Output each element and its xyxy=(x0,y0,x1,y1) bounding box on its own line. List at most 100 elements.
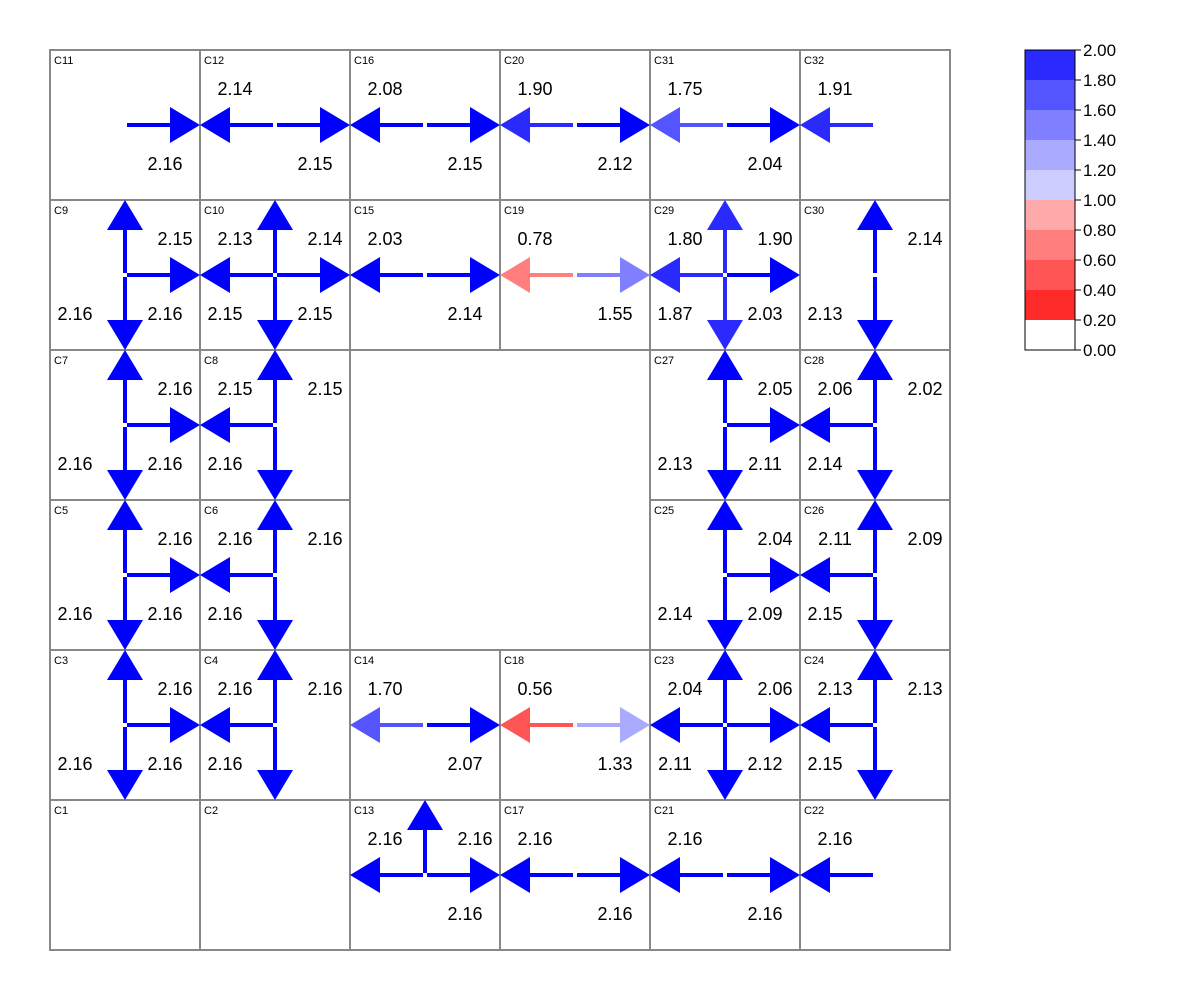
cell-id-label: C5 xyxy=(54,505,68,517)
flow-value-label: 0.78 xyxy=(517,229,552,249)
arrow-head xyxy=(107,350,143,380)
flow-arrow-C15-left xyxy=(350,257,423,293)
flow-arrow-C13-up xyxy=(407,800,443,873)
flow-arrow-C3-down xyxy=(107,727,143,800)
arrow-head xyxy=(107,650,143,680)
arrow-head xyxy=(200,107,230,143)
legend-tick-label: 1.80 xyxy=(1083,71,1116,90)
arrow-head xyxy=(470,107,500,143)
cell-C2 xyxy=(199,799,351,951)
flow-arrow-C8-left xyxy=(200,407,273,443)
flow-value-label: 2.16 xyxy=(57,604,92,624)
flow-value-label: 1.91 xyxy=(817,79,852,99)
arrow-head xyxy=(707,500,743,530)
flow-value-label: 2.16 xyxy=(307,529,342,549)
flow-arrow-C19-right xyxy=(577,257,650,293)
flow-value-label: 2.15 xyxy=(297,154,332,174)
flow-arrow-C21-left xyxy=(650,857,723,893)
flow-arrow-C12-left xyxy=(200,107,273,143)
flow-value-label: 2.13 xyxy=(217,229,252,249)
arrow-head xyxy=(257,200,293,230)
flow-arrow-C26-down xyxy=(857,577,893,650)
flow-arrow-C5-down xyxy=(107,577,143,650)
flow-value-label: 2.16 xyxy=(207,754,242,774)
flow-value-label: 2.16 xyxy=(147,454,182,474)
cell-id-label: C13 xyxy=(354,805,374,817)
flow-value-label: 1.87 xyxy=(657,304,692,324)
flow-arrow-C20-right xyxy=(577,107,650,143)
flow-value-label: 2.11 xyxy=(818,529,852,549)
arrow-head xyxy=(257,620,293,650)
arrow-head xyxy=(107,770,143,800)
flow-value-label: 2.14 xyxy=(307,229,342,249)
flow-arrow-C29-up xyxy=(707,200,743,273)
flow-value-label: 2.16 xyxy=(597,904,632,924)
flow-value-label: 2.09 xyxy=(907,529,942,549)
flow-value-label: 1.55 xyxy=(597,304,632,324)
legend-tick-label: 0.40 xyxy=(1083,281,1116,300)
cell-id-label: C29 xyxy=(654,205,674,217)
arrow-head xyxy=(770,557,800,593)
flow-arrow-C27-down xyxy=(707,427,743,500)
flow-value-label: 2.16 xyxy=(157,379,192,399)
flow-arrow-C12-right xyxy=(277,107,350,143)
flow-value-label: 2.13 xyxy=(807,304,842,324)
flow-arrow-C30-up xyxy=(857,200,893,273)
arrow-head xyxy=(107,320,143,350)
cell-id-label: C17 xyxy=(504,805,524,817)
arrow-head xyxy=(650,107,680,143)
flow-arrow-C8-up xyxy=(257,350,293,423)
arrow-head xyxy=(170,707,200,743)
flow-value-label: 2.08 xyxy=(367,79,402,99)
arrow-head xyxy=(650,857,680,893)
legend-band xyxy=(1025,320,1075,350)
legend-tick-label: 0.80 xyxy=(1083,221,1116,240)
flow-value-label: 2.16 xyxy=(157,679,192,699)
flow-arrow-C20-left xyxy=(500,107,573,143)
flow-value-label: 2.14 xyxy=(447,304,482,324)
flow-arrow-C27-right xyxy=(727,407,800,443)
arrow-head xyxy=(857,320,893,350)
legend-band xyxy=(1025,110,1075,140)
cell-id-label: C10 xyxy=(204,205,224,217)
cell-id-label: C3 xyxy=(54,655,68,667)
arrow-head xyxy=(320,107,350,143)
flow-value-label: 2.13 xyxy=(657,454,692,474)
cell-id-label: C6 xyxy=(204,505,218,517)
arrow-head xyxy=(107,500,143,530)
arrow-head xyxy=(200,257,230,293)
arrow-head xyxy=(200,707,230,743)
cell-id-label: C16 xyxy=(354,55,374,67)
flow-arrow-C10-up xyxy=(257,200,293,273)
flow-value-label: 2.16 xyxy=(667,829,702,849)
flow-arrow-C11-right xyxy=(127,107,200,143)
flow-arrow-C25-right xyxy=(727,557,800,593)
flow-arrow-C17-right xyxy=(577,857,650,893)
cell-id-label: C32 xyxy=(804,55,824,67)
flow-value-label: 2.12 xyxy=(597,154,632,174)
flow-value-label: 2.16 xyxy=(817,829,852,849)
flow-arrow-C14-left xyxy=(350,707,423,743)
arrow-head xyxy=(620,257,650,293)
cell-id-label: C22 xyxy=(804,805,824,817)
arrow-head xyxy=(107,470,143,500)
cell-id-label: C14 xyxy=(354,655,374,667)
legend-band xyxy=(1025,230,1075,260)
arrow-head xyxy=(620,107,650,143)
flow-arrow-C6-left xyxy=(200,557,273,593)
arrow-head xyxy=(707,620,743,650)
flow-value-label: 2.09 xyxy=(747,604,782,624)
arrow-head xyxy=(350,257,380,293)
arrow-head xyxy=(857,470,893,500)
flow-arrow-C23-right xyxy=(727,707,800,743)
arrow-head xyxy=(857,770,893,800)
flow-arrow-C8-down xyxy=(257,427,293,500)
flow-value-label: 2.14 xyxy=(217,79,252,99)
flow-arrow-C26-up xyxy=(857,500,893,573)
flow-value-label: 2.16 xyxy=(217,529,252,549)
flow-value-label: 2.15 xyxy=(807,604,842,624)
legend-band xyxy=(1025,140,1075,170)
cell-id-label: C27 xyxy=(654,355,674,367)
arrow-head xyxy=(650,257,680,293)
arrow-layer xyxy=(107,107,893,893)
